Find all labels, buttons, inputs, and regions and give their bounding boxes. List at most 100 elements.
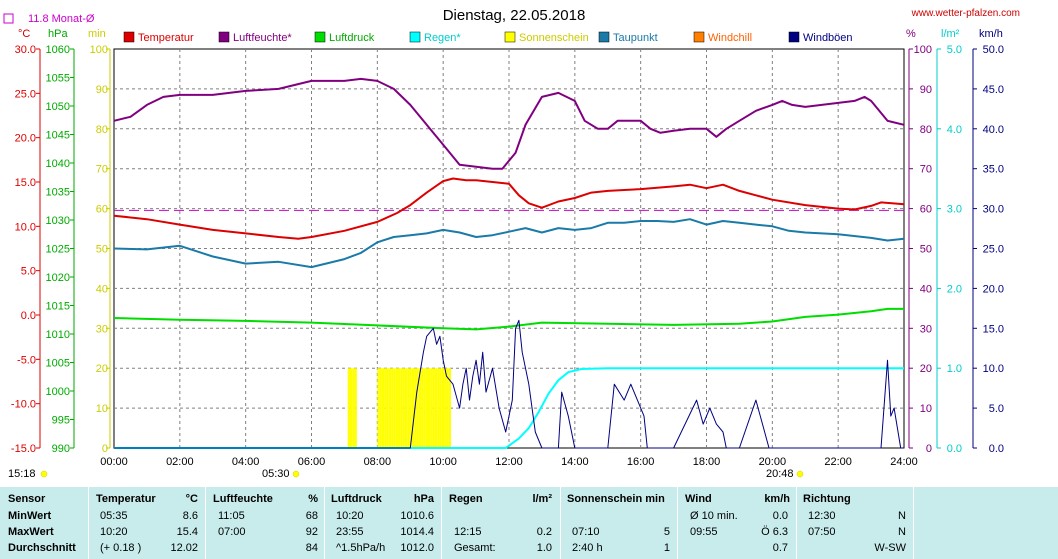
x-tick-label: 22:00 (824, 456, 852, 468)
series-gust (114, 319, 904, 449)
pct-tick-label: 80 (920, 124, 932, 136)
header-wind-unit: km/h (764, 493, 790, 505)
cell-dir-value: W-SW (874, 542, 906, 554)
wind-tick-label: 45.0 (983, 84, 1004, 96)
cell-hum-value: 92 (305, 526, 318, 538)
unit-rain: l/m² (941, 28, 960, 40)
rain-tick-label: 5.0 (947, 44, 962, 56)
sunshine-bar (421, 368, 424, 448)
cell-temp-value: 12.02 (170, 542, 198, 554)
sunshine-bar (354, 368, 357, 448)
legend-label: Windböen (803, 32, 853, 44)
rain-tick-label: 0.0 (947, 443, 962, 455)
header-pressure: Luftdruck (331, 493, 382, 505)
cell-wind-value: Ö 6.3 (761, 526, 788, 538)
header-humidity-unit: % (308, 493, 318, 505)
sunshine-bar (393, 368, 396, 448)
wind-tick-label: 25.0 (983, 244, 1004, 256)
x-tick-label: 10:00 (429, 456, 457, 468)
sunmin-tick-label: 40 (96, 283, 108, 295)
sunshine-bar (439, 368, 442, 448)
rain-tick-label: 1.0 (947, 363, 962, 375)
sunrise-label: 05:30 (262, 468, 290, 480)
sunshine-bar (425, 368, 428, 448)
press-tick-label: 1050 (46, 101, 70, 113)
sunshine-bar (395, 368, 398, 448)
sunrise-sun-icon (292, 470, 300, 478)
col-divider (88, 487, 89, 559)
cell-dir-sub: 12:30 (808, 510, 836, 522)
legend-swatch (788, 31, 800, 43)
legend-label: Luftfeuchte* (233, 32, 292, 44)
row-label: Durchschnitt (8, 542, 76, 554)
series-hum (113, 77, 905, 170)
sunshine-bar (388, 368, 392, 448)
pct-tick-label: 10 (920, 403, 932, 415)
sunshine-bar (352, 368, 355, 448)
sunshine-bar (423, 368, 426, 448)
sunshine-bar (418, 368, 422, 448)
series-press (113, 307, 904, 331)
cell-hum-sub: 11:05 (218, 510, 245, 522)
row-label: MinWert (8, 510, 52, 522)
sunshine-bar (437, 368, 440, 448)
summary-table: Sensor Temperatur °C Luftfeuchte % Luftd… (0, 487, 1058, 559)
series-dew (113, 218, 905, 269)
press-tick-label: 1040 (46, 158, 70, 170)
temp-tick-label: 20.0 (15, 133, 36, 145)
sunshine-bars (347, 368, 451, 448)
legend-swatch (693, 31, 705, 43)
temp-tick-label: 15.0 (15, 177, 36, 189)
sunmin-tick-label: 10 (96, 403, 108, 415)
sunmin-tick-label: 90 (96, 84, 108, 96)
wind-tick-label: 15.0 (983, 323, 1004, 335)
pct-tick-label: 70 (920, 164, 932, 176)
press-tick-label: 1025 (46, 244, 70, 256)
header-direction: Richtung (803, 493, 851, 505)
legend-swatch (409, 31, 421, 43)
pct-tick-label: 0 (926, 443, 932, 455)
sunshine-bar (400, 368, 403, 448)
sunshine-bar (416, 368, 419, 448)
axes: 30.0 25.0 20.0 15.0 10.0 5.0 0.0 -5.0 -10.0 -15.0… (11, 44, 1004, 455)
unit-temp: °C (18, 28, 30, 40)
time-now-sun-icon (40, 470, 48, 478)
x-tick-label: 14:00 (561, 456, 589, 468)
cell-temp-sub: 05:35 (100, 510, 128, 522)
pct-tick-label: 90 (920, 84, 932, 96)
col-divider (560, 487, 561, 559)
cell-press-value: 1010.6 (400, 510, 434, 522)
cell-press-sub: ^1.5hPa/h (336, 542, 386, 554)
time-now-label: 15:18 (8, 468, 36, 480)
temp-tick-label: 30.0 (15, 44, 36, 56)
legend-swatch (123, 31, 135, 43)
legend-label: Sonnenschein (519, 32, 589, 44)
col-divider (796, 487, 797, 559)
pct-tick-label: 30 (920, 323, 932, 335)
press-tick-label: 995 (52, 415, 70, 427)
sunmin-tick-label: 30 (96, 323, 108, 335)
sunmin-tick-label: 20 (96, 363, 108, 375)
legend-swatch (314, 31, 326, 43)
wind-tick-label: 40.0 (983, 124, 1004, 136)
col-divider (205, 487, 206, 559)
cell-hum-value: 68 (305, 510, 318, 522)
press-tick-label: 1000 (46, 386, 70, 398)
wind-tick-label: 20.0 (983, 283, 1004, 295)
sunshine-bar (444, 368, 447, 448)
header-rain: Regen (449, 493, 483, 505)
wind-tick-label: 50.0 (983, 44, 1004, 56)
cell-dir-sub: 07:50 (808, 526, 836, 538)
cell-press-value: 1014.4 (400, 526, 434, 538)
series-lines (113, 77, 905, 449)
sunshine-bar (402, 368, 405, 448)
site-url: www.wetter-pfalzen.com (911, 8, 1020, 19)
temp-tick-label: -5.0 (17, 354, 36, 366)
cell-temp-sub: 10:20 (100, 526, 128, 538)
sunshine-bar (407, 368, 410, 448)
sunshine-bar (381, 368, 385, 448)
header-wind: Wind (685, 493, 712, 505)
unit-kmh: km/h (979, 28, 1003, 40)
sunshine-bar (404, 368, 408, 448)
sunshine-bar (411, 368, 415, 448)
